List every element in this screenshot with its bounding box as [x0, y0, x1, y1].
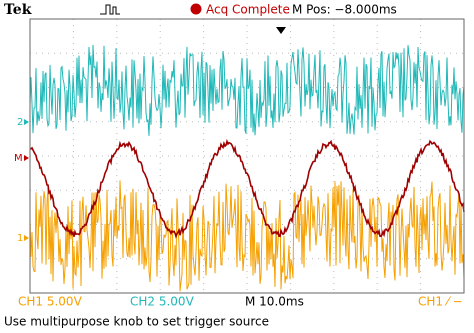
oscilloscope-screen: Tek Acq Complete M Pos: −8.000ms 2 M 1 C… [0, 0, 474, 333]
brand: Tek [4, 2, 32, 18]
timebase: M 10.0ms [245, 295, 304, 309]
help-message: Use multipurpose knob to set trigger sou… [4, 315, 269, 329]
status-dot [191, 4, 202, 15]
background [0, 0, 474, 333]
math-marker: M [14, 153, 23, 164]
channel-2-marker: 2 [17, 117, 23, 128]
trigger-setting: CH1 ⁄ − [418, 295, 463, 309]
channel-2-scale: CH2 5.00V [130, 295, 195, 309]
horizontal-position: M Pos: −8.000ms [292, 3, 397, 17]
channel-1-marker: 1 [17, 233, 23, 244]
acquisition-status: Acq Complete [206, 3, 290, 17]
channel-1-scale: CH1 5.00V [18, 295, 83, 309]
